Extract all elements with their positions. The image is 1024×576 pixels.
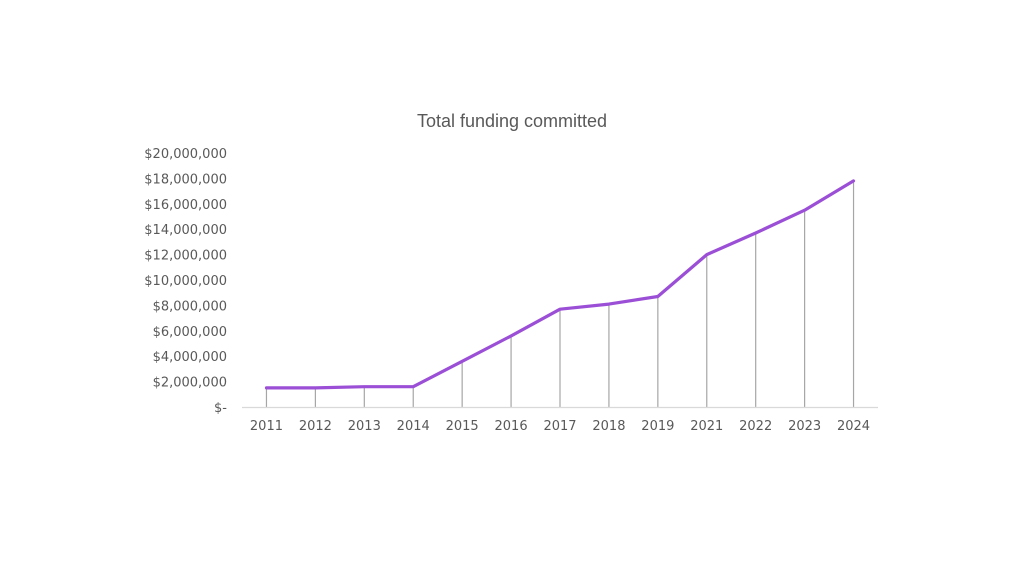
x-tick-label: 2015 bbox=[446, 419, 479, 434]
x-tick-label: 2023 bbox=[788, 419, 821, 434]
y-tick-label: $10,000,000 bbox=[144, 274, 227, 289]
y-tick-label: $8,000,000 bbox=[153, 299, 227, 314]
y-tick-label: $20,000,000 bbox=[144, 147, 227, 162]
series-line-total-funding bbox=[264, 179, 856, 390]
chart-title: Total funding committed bbox=[416, 111, 608, 131]
y-tick-label: $- bbox=[214, 401, 227, 416]
y-tick-label: $12,000,000 bbox=[144, 249, 227, 264]
x-tick-label: 2021 bbox=[690, 419, 723, 434]
x-tick-label: 2022 bbox=[739, 419, 772, 434]
y-axis-labels: $- $2,000,000 $4,000,000 $6,000,000 $8,000,0… bbox=[144, 147, 227, 416]
x-tick-label: 2014 bbox=[397, 419, 430, 434]
x-tick-label: 2017 bbox=[543, 419, 576, 434]
x-axis-labels: 2011 2012 2013 2014 2015 2016 2017 2018 2019 2021… bbox=[250, 419, 870, 434]
x-tick-label: 2016 bbox=[495, 419, 528, 434]
x-tick-label: 2018 bbox=[592, 419, 625, 434]
x-tick-label: 2012 bbox=[299, 419, 332, 434]
y-tick-label: $16,000,000 bbox=[144, 198, 227, 213]
x-tick-label: 2011 bbox=[250, 419, 283, 434]
x-tick-label: 2024 bbox=[837, 419, 870, 434]
y-tick-label: $2,000,000 bbox=[153, 376, 227, 391]
x-tick-label: 2019 bbox=[641, 419, 674, 434]
y-tick-label: $18,000,000 bbox=[144, 172, 227, 187]
x-tick-label: 2013 bbox=[348, 419, 381, 434]
drop-lines bbox=[265, 180, 855, 407]
y-tick-label: $14,000,000 bbox=[144, 223, 227, 238]
y-tick-label: $4,000,000 bbox=[153, 350, 227, 365]
y-tick-label: $6,000,000 bbox=[153, 325, 227, 340]
